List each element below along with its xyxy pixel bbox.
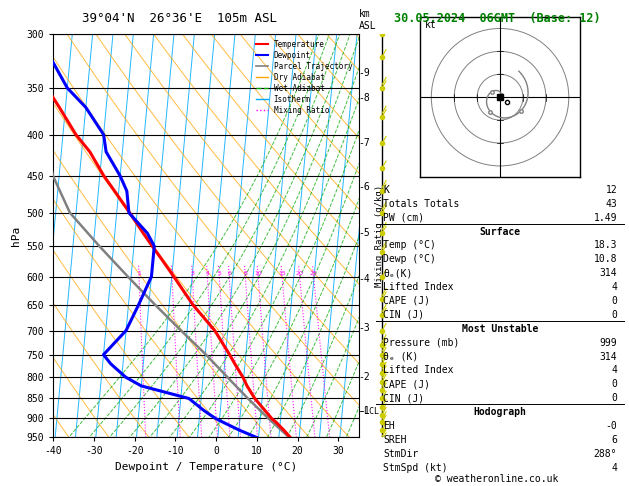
Text: θₑ(K): θₑ(K)	[383, 268, 413, 278]
Text: 6: 6	[611, 435, 617, 445]
Text: 0: 0	[611, 310, 617, 320]
Text: 43: 43	[605, 199, 617, 209]
Text: Totals Totals: Totals Totals	[383, 199, 459, 209]
Text: Lifted Index: Lifted Index	[383, 282, 454, 292]
Text: K: K	[383, 185, 389, 195]
Text: -4: -4	[359, 275, 370, 284]
Text: Surface: Surface	[479, 226, 521, 237]
X-axis label: Dewpoint / Temperature (°C): Dewpoint / Temperature (°C)	[115, 462, 297, 472]
Text: Mixing Ratio (g/kg): Mixing Ratio (g/kg)	[375, 185, 384, 287]
Text: 999: 999	[599, 338, 617, 347]
Text: 1.49: 1.49	[594, 213, 617, 223]
Text: 18.3: 18.3	[594, 241, 617, 250]
Text: Temp (°C): Temp (°C)	[383, 241, 436, 250]
Text: -2: -2	[359, 372, 370, 382]
Text: StmDir: StmDir	[383, 449, 418, 459]
Text: 15: 15	[278, 271, 286, 276]
Text: 6: 6	[227, 271, 231, 276]
Text: —LCL: —LCL	[359, 407, 379, 416]
Text: 10.8: 10.8	[594, 254, 617, 264]
Text: 30.05.2024  06GMT  (Base: 12): 30.05.2024 06GMT (Base: 12)	[394, 12, 600, 25]
Text: 20: 20	[296, 271, 304, 276]
Text: Pressure (mb): Pressure (mb)	[383, 338, 459, 347]
Text: θₑ (K): θₑ (K)	[383, 351, 418, 362]
Text: 25: 25	[309, 271, 318, 276]
Text: 4: 4	[611, 463, 617, 472]
Text: kt: kt	[425, 20, 436, 31]
Text: 0: 0	[611, 296, 617, 306]
Text: 8: 8	[243, 271, 247, 276]
Text: -6: -6	[359, 182, 370, 192]
Text: Hodograph: Hodograph	[474, 407, 526, 417]
Text: Most Unstable: Most Unstable	[462, 324, 538, 334]
Text: 4: 4	[611, 365, 617, 375]
Text: 3: 3	[191, 271, 194, 276]
Text: 314: 314	[599, 351, 617, 362]
Text: 4: 4	[611, 282, 617, 292]
Y-axis label: hPa: hPa	[11, 226, 21, 246]
Text: -9: -9	[359, 68, 370, 78]
Text: -8: -8	[359, 93, 370, 103]
Text: SREH: SREH	[383, 435, 406, 445]
Text: 12: 12	[605, 185, 617, 195]
Text: 10: 10	[254, 271, 262, 276]
Legend: Temperature, Dewpoint, Parcel Trajectory, Dry Adiabat, Wet Adiabat, Isotherm, Mi: Temperature, Dewpoint, Parcel Trajectory…	[254, 38, 355, 117]
Text: CIN (J): CIN (J)	[383, 310, 424, 320]
Text: -0: -0	[605, 421, 617, 431]
Text: 39°04'N  26°36'E  105m ASL: 39°04'N 26°36'E 105m ASL	[82, 12, 277, 25]
Text: EH: EH	[383, 421, 395, 431]
Text: 2: 2	[170, 271, 174, 276]
Text: -1: -1	[359, 406, 370, 417]
Text: 0: 0	[611, 379, 617, 389]
Text: PW (cm): PW (cm)	[383, 213, 424, 223]
Text: CIN (J): CIN (J)	[383, 393, 424, 403]
Text: km
ASL: km ASL	[359, 9, 376, 31]
Text: Dewp (°C): Dewp (°C)	[383, 254, 436, 264]
Text: 5: 5	[217, 271, 221, 276]
Text: StmSpd (kt): StmSpd (kt)	[383, 463, 448, 472]
Text: CAPE (J): CAPE (J)	[383, 379, 430, 389]
Text: 1: 1	[137, 271, 141, 276]
Text: -7: -7	[359, 139, 370, 148]
Text: 288°: 288°	[594, 449, 617, 459]
Text: 0: 0	[611, 393, 617, 403]
Text: -3: -3	[359, 323, 370, 333]
Text: 314: 314	[599, 268, 617, 278]
Text: © weatheronline.co.uk: © weatheronline.co.uk	[435, 473, 559, 484]
Text: CAPE (J): CAPE (J)	[383, 296, 430, 306]
Text: 4: 4	[205, 271, 209, 276]
Text: -5: -5	[359, 228, 370, 238]
Text: Lifted Index: Lifted Index	[383, 365, 454, 375]
